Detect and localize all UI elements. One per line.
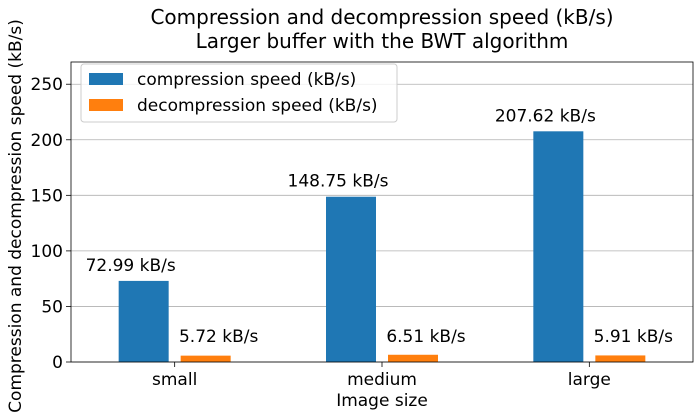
chart-title-line-1: Compression and decompression speed (kB/…	[150, 5, 613, 29]
bar-compression-medium	[326, 196, 376, 362]
bar-compression-small	[118, 280, 169, 362]
chart-title-line-2: Larger buffer with the BWT algorithm	[196, 29, 569, 53]
y-tick-label: 250	[31, 75, 63, 95]
legend-swatch-compression	[89, 73, 123, 85]
data-label: 5.91 kB/s	[594, 327, 673, 347]
bars-layer	[118, 131, 646, 362]
legend-label-decompression: decompression speed (kB/s)	[137, 96, 378, 116]
y-tick-label: 100	[31, 242, 63, 262]
plot-frame	[70, 61, 694, 363]
bar-compression-large	[533, 131, 584, 362]
y-tick-label: 150	[31, 186, 63, 206]
data-label: 207.62 kB/s	[495, 106, 596, 126]
legend-swatch-decompression	[89, 99, 123, 111]
y-tick-label: 50	[41, 297, 63, 317]
y-axis-label: Compression and decompression speed (kB/…	[6, 19, 26, 413]
data-label: 148.75 kB/s	[288, 172, 389, 192]
x-tick-label-medium: medium	[347, 370, 417, 390]
bar-decompression-medium	[388, 354, 438, 362]
legend-box	[80, 63, 398, 123]
data-labels-layer: 72.99 kB/s 5.72 kB/s 148.75 kB/s 6.51 kB/s 2…	[86, 106, 674, 347]
x-tick-label-small: small	[152, 370, 197, 390]
x-tick-label-large: large	[568, 370, 611, 390]
x-axis-label: Image size	[336, 391, 428, 411]
data-label: 5.72 kB/s	[179, 327, 258, 347]
data-label: 72.99 kB/s	[86, 256, 176, 276]
y-tick-label: 0	[52, 353, 63, 373]
legend-label-compression: compression speed (kB/s)	[137, 70, 356, 90]
axes-layer: 0 50 100 150 200 250 small medium large	[31, 61, 694, 390]
legend: compression speed (kB/s) decompression sp…	[80, 63, 398, 123]
bar-decompression-large	[595, 355, 646, 362]
bar-decompression-small	[180, 355, 231, 362]
y-tick-label: 200	[31, 131, 63, 151]
data-label: 6.51 kB/s	[386, 327, 465, 347]
